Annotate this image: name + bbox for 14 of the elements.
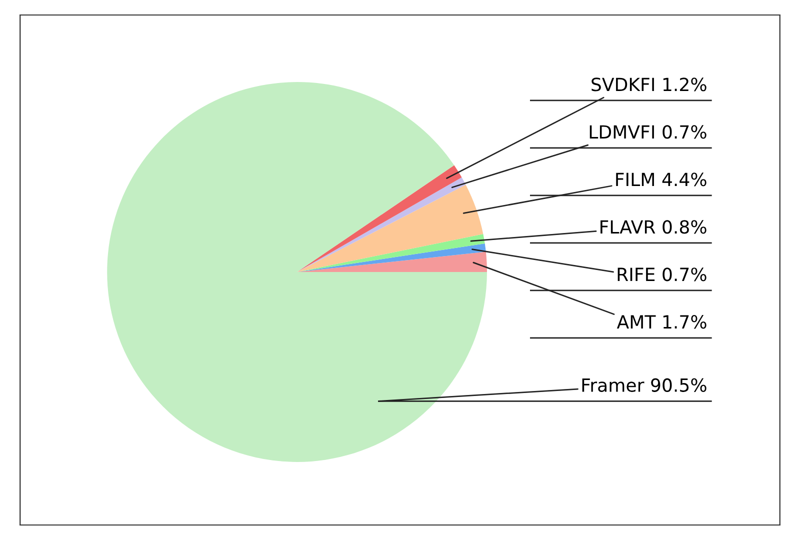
data-label: 90.5% xyxy=(651,378,706,392)
slice-label: FLAVR xyxy=(600,220,656,234)
data-label: 0.7% xyxy=(662,125,706,139)
data-label: 0.7% xyxy=(662,268,706,282)
data-label: 4.4% xyxy=(662,172,706,186)
data-label: 1.7% xyxy=(663,315,706,329)
data-label: 1.2% xyxy=(663,78,706,92)
slice-label: FILM xyxy=(616,172,654,186)
slice-label: Framer xyxy=(582,378,644,392)
slice-label: RIFE xyxy=(618,268,655,281)
data-label: 0.8% xyxy=(662,220,706,234)
slice-label: LDMVFI xyxy=(590,125,654,139)
slice-label: AMT xyxy=(616,315,656,328)
slice-label: SVDKFI xyxy=(592,78,654,92)
